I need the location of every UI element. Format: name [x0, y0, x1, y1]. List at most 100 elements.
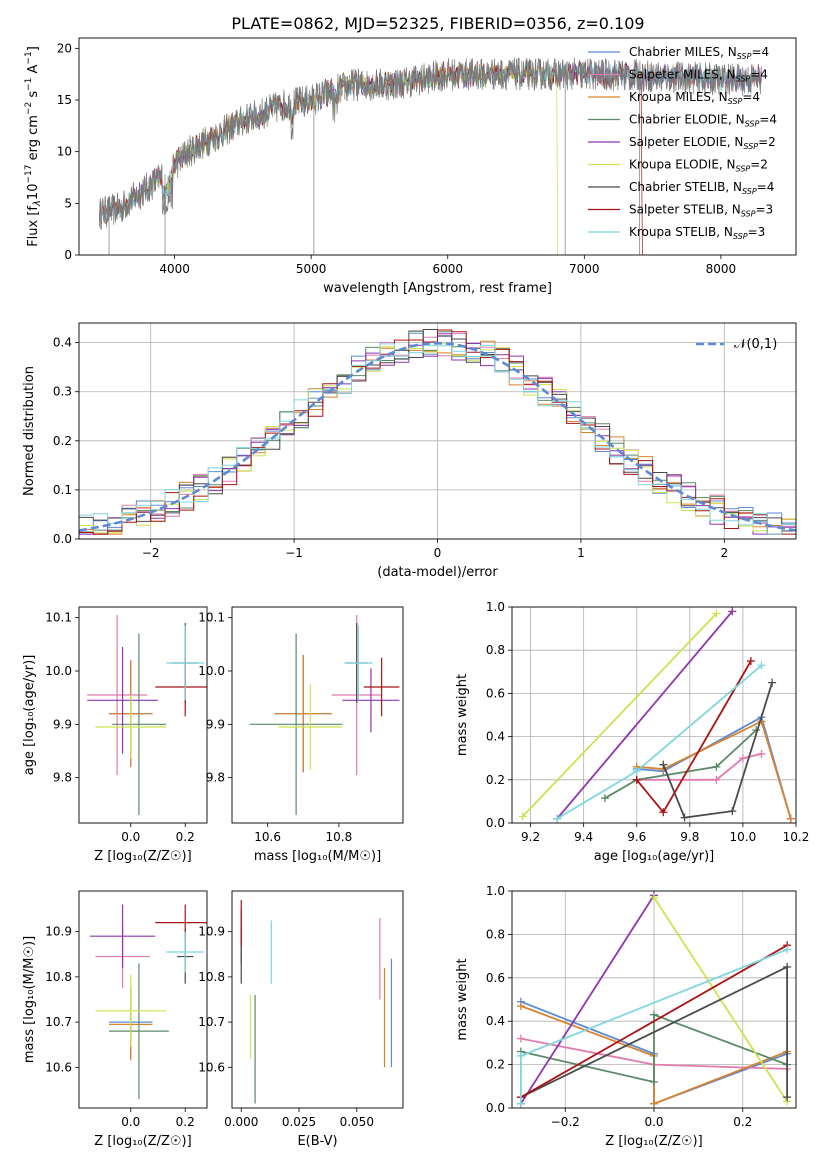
y-label-part: 10	[26, 184, 41, 201]
x-tick-label: 5000	[296, 262, 327, 276]
y-tick-label: 10.7	[45, 1015, 72, 1029]
errorbar-point	[87, 647, 158, 754]
axes-frame	[511, 606, 797, 824]
legend-label: 𝒩(0,1)	[734, 337, 777, 352]
y-tick-label: 0.8	[486, 927, 505, 941]
legend-label-text: Chabrier STELIB, N	[629, 180, 742, 194]
x-tick-label: 1	[577, 546, 585, 560]
mass-weight-marker	[659, 808, 668, 817]
mass-weight-marker	[728, 807, 737, 816]
errorbar-point	[95, 974, 167, 1047]
legend-label-sub: SSP	[737, 52, 752, 61]
mass-weight-marker	[757, 749, 766, 758]
mass-weight-marker	[757, 661, 766, 670]
legend-label-tail: =4	[757, 180, 775, 194]
panel-massweight-vs-age: 9.2 9.4 9.6 9.8 10.0 10.2 0.0 0.2 0.4 0.6 0.8 1.0 ag…	[455, 600, 809, 864]
axes-frame	[78, 890, 208, 1109]
legend-label-sub: SSP	[745, 120, 760, 129]
x-tick-label: 9.8	[680, 830, 699, 844]
errorbar-point	[108, 963, 169, 1099]
legend-label-tail: =4	[751, 45, 769, 59]
mass-weight-marker	[738, 754, 747, 763]
legend-label-sub: SSP	[733, 232, 748, 241]
mass-weight-line	[636, 720, 792, 819]
x-tick-label: 0	[434, 546, 442, 560]
plot-area	[249, 615, 400, 815]
legend-label-text: Chabrier ELODIE, N	[629, 113, 745, 127]
mass-weight-marker	[632, 767, 641, 776]
plot-area	[79, 329, 796, 539]
errorbar-point	[274, 655, 332, 773]
plot-area	[87, 615, 207, 815]
mass-weight-marker	[712, 775, 721, 784]
x-tick-label: 0.0	[121, 830, 140, 844]
y-tick-label: 9.8	[53, 771, 72, 785]
x-tick-label: 0.025	[282, 1115, 316, 1129]
legend-label-text: Salpeter STELIB, N	[629, 203, 741, 217]
y-label-part: −1	[24, 78, 34, 91]
axes-frame	[231, 606, 404, 824]
y-tick-label: 9.9	[53, 717, 72, 731]
residual-histogram	[79, 343, 796, 539]
mass-weight-marker	[516, 1099, 525, 1108]
y-tick-label: 0.3	[53, 385, 72, 399]
errorbar-point	[278, 684, 343, 770]
x-axis-label: Z [log₁₀(Z/Z☉)]	[94, 849, 191, 864]
y-tick-label: 20	[57, 41, 72, 55]
x-axis-label: wavelength [Angstrom, rest frame]	[323, 281, 552, 296]
mass-weight-marker	[632, 775, 641, 784]
y-label-part: −2	[24, 102, 34, 115]
y-tick-label: 0.2	[486, 773, 505, 787]
y-axis-label: Flux [fλ10−17 erg cm−2 s−1 A−1]	[24, 46, 43, 247]
x-tick-label: 0.0	[644, 1115, 663, 1129]
legend-label: Chabrier MILES, NSSP=4	[629, 45, 769, 61]
y-tick-label: 0.8	[486, 643, 505, 657]
mass-weight-marker	[650, 1010, 658, 1019]
legend-label-text: Chabrier MILES, N	[629, 45, 737, 59]
x-tick-label: 10.0	[730, 830, 757, 844]
mass-weight-marker	[516, 1034, 525, 1043]
legend-label-text: Kroupa ELODIE, N	[629, 158, 736, 172]
y-tick-label: 0.4	[486, 730, 505, 744]
axes-frame	[78, 37, 797, 256]
x-tick-label: 0.050	[340, 1115, 374, 1129]
mass-weight-line	[520, 894, 655, 1105]
panel-age-vs-Z: 0.0 0.2 9.8 9.9 10.0 10.1 Z [log₁₀(Z/Z☉)] age […	[22, 606, 208, 864]
y-tick-label: 10.0	[198, 664, 225, 678]
y-axis-label: Normed distribution	[22, 366, 37, 496]
mass-weight-marker	[650, 1099, 658, 1108]
y-tick-label: 10.8	[198, 970, 225, 984]
legend-label-sub: SSP	[728, 97, 743, 106]
x-tick-label: 10.8	[326, 830, 353, 844]
errorbar-point	[89, 904, 156, 968]
legend-label: Kroupa ELODIE, NSSP=2	[629, 158, 768, 174]
mass-weight-marker	[712, 762, 721, 771]
x-tick-label: 0.0	[121, 1115, 140, 1129]
legend-label-tail: =3	[748, 225, 766, 239]
y-tick-label: 0.0	[486, 816, 505, 830]
panel-mass-vs-Z: 0.0 0.2 10.6 10.7 10.8 10.9 Z [log₁₀(Z/Z☉)] mas…	[22, 890, 208, 1149]
x-tick-label: 9.6	[627, 830, 646, 844]
mass-weight-line	[521, 612, 718, 818]
plot-area	[89, 904, 207, 1099]
mass-weight-marker	[516, 1051, 525, 1060]
legend-label-tail: =4	[742, 90, 760, 104]
errorbar-point	[87, 615, 148, 775]
y-label-part: s	[26, 91, 41, 102]
axes-frame	[231, 890, 404, 1109]
panel-residuals: −2 −1 0 1 2 0.0 0.1 0.2 0.3 0.4 (data-model)/error…	[22, 322, 797, 580]
y-tick-label: 15	[57, 93, 72, 107]
y-label-part: A	[26, 64, 41, 77]
y-tick-label: 9.8	[206, 771, 225, 785]
y-label-part: λ	[32, 200, 43, 207]
mass-weight-marker	[518, 812, 527, 821]
x-tick-label: 8000	[706, 262, 737, 276]
x-tick-label: −0.2	[551, 1115, 580, 1129]
y-label-part: −17	[24, 165, 34, 184]
y-tick-label: 0.0	[53, 532, 72, 546]
legend-label-text: Salpeter MILES, N	[629, 68, 736, 82]
